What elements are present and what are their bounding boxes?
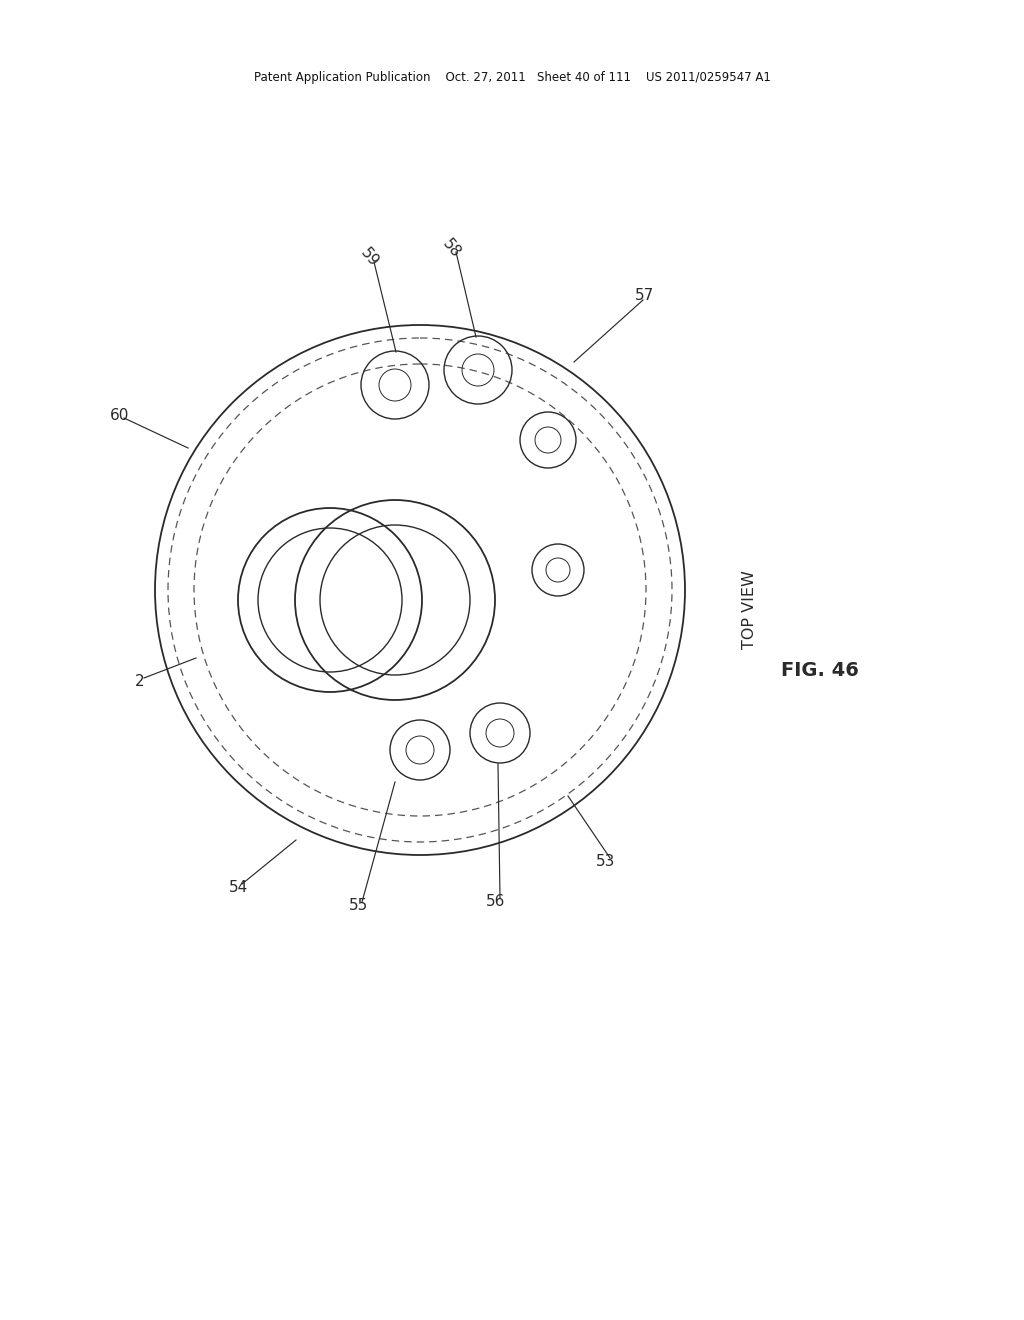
Text: 57: 57	[635, 289, 654, 304]
Text: FIG. 46: FIG. 46	[781, 660, 859, 680]
Text: 60: 60	[111, 408, 130, 422]
Text: 53: 53	[596, 854, 615, 870]
Text: 59: 59	[358, 246, 382, 271]
Text: TOP VIEW: TOP VIEW	[742, 570, 758, 649]
Text: 58: 58	[440, 236, 464, 260]
Text: 55: 55	[348, 899, 368, 913]
Text: 2: 2	[135, 675, 144, 689]
Text: 54: 54	[228, 880, 248, 895]
Text: Patent Application Publication    Oct. 27, 2011   Sheet 40 of 111    US 2011/025: Patent Application Publication Oct. 27, …	[254, 71, 770, 84]
Text: 56: 56	[486, 895, 506, 909]
